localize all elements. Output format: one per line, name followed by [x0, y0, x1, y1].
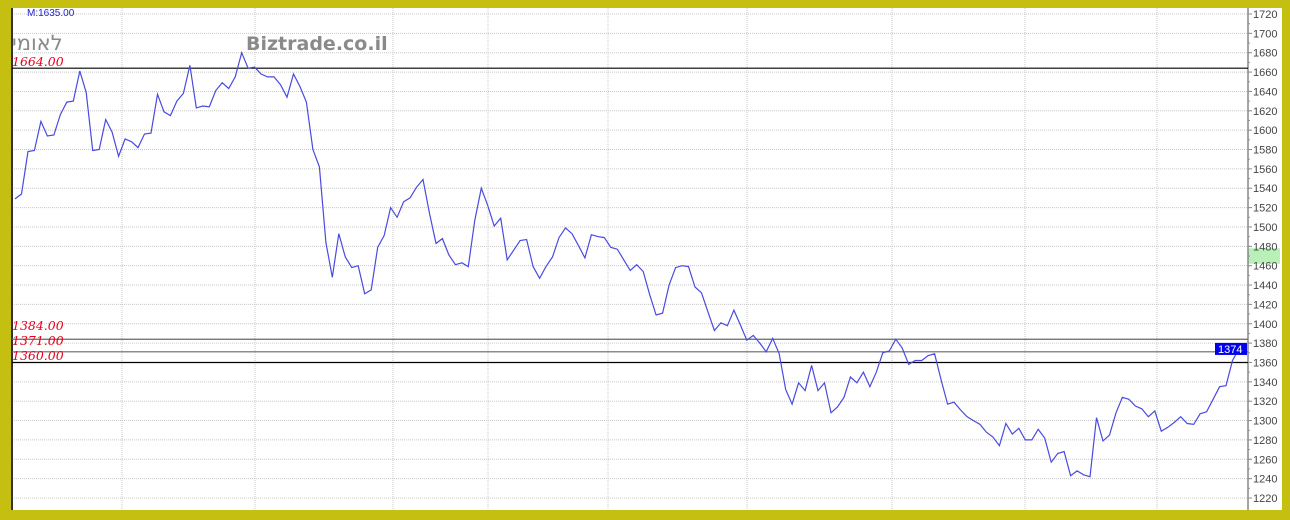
y-tick-label: 1500: [1253, 222, 1277, 234]
y-tick-label: 1620: [1253, 106, 1277, 118]
ref-label-1384: 1384.00: [12, 318, 64, 333]
y-tick-label: 1340: [1253, 377, 1277, 389]
y-tick-label: 1660: [1253, 67, 1277, 79]
y-tick-label: 1240: [1253, 474, 1277, 486]
y-tick-label: 1700: [1253, 28, 1277, 40]
y-tick-label: 1640: [1253, 86, 1277, 98]
y-tick-label: 1280: [1253, 435, 1277, 447]
y-tick-label: 1460: [1253, 261, 1277, 273]
y-tick-label: 1420: [1253, 299, 1277, 311]
last-price-tag: [1215, 342, 1247, 355]
ref-label-1360: 1360.00: [12, 348, 64, 363]
ref-label-1664: 1664.00: [12, 54, 64, 69]
y-tick-label: 1400: [1253, 319, 1277, 331]
y-tick-label: 1560: [1253, 164, 1277, 176]
instrument-name: לאומי: [12, 31, 63, 55]
y-tick-label: 1440: [1253, 280, 1277, 292]
price-line: [14, 50, 1240, 478]
last-price-label: 1374: [1218, 344, 1242, 356]
watermark: Biztrade.co.il: [246, 33, 388, 55]
y-tick-label: 1220: [1253, 493, 1277, 505]
y-tick-label: 1320: [1253, 396, 1277, 408]
ref-label-1371: 1371.00: [12, 333, 64, 348]
y-tick-label: 1680: [1253, 48, 1277, 60]
y-tick-label: 1720: [1253, 9, 1277, 21]
highlight-band: [1248, 248, 1280, 264]
y-tick-label: 1300: [1253, 416, 1277, 428]
y-tick-label: 1600: [1253, 125, 1277, 137]
y-tick-label: 1380: [1253, 338, 1277, 350]
y-tick-label: 1480: [1253, 241, 1277, 253]
y-tick-label: 1260: [1253, 454, 1277, 466]
y-tick-label: 1540: [1253, 183, 1277, 195]
y-tick-label: 1520: [1253, 203, 1277, 215]
y-tick-label: 1360: [1253, 357, 1277, 369]
y-tick-label: 1580: [1253, 145, 1277, 157]
marker-value: M:1635.00: [27, 8, 75, 19]
